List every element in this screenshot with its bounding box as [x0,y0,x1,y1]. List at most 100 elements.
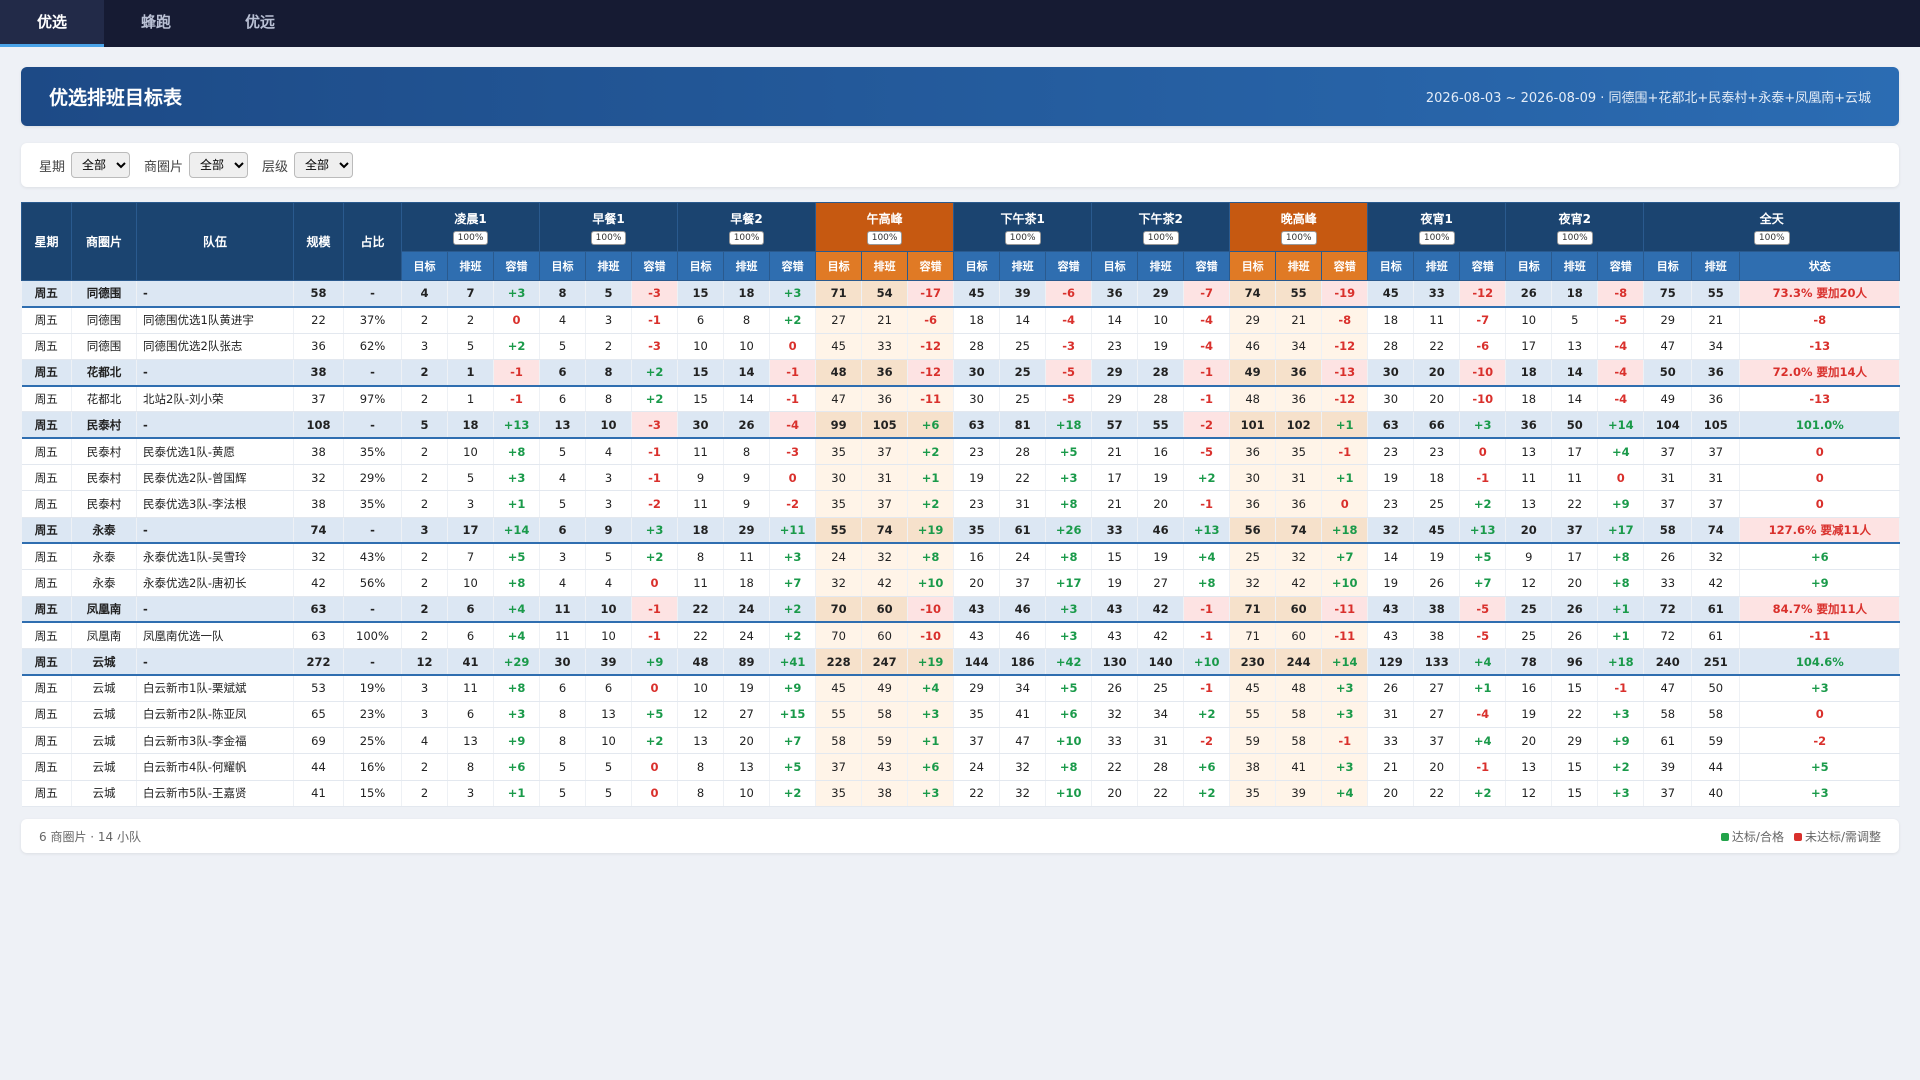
legend-label: 未达标/需调整 [1804,829,1881,844]
cell: 13 [1505,753,1553,781]
cell: 36 [1275,359,1323,387]
cell: 37 [1691,438,1741,466]
cell: +2 [1183,701,1231,729]
cell: 云城 [71,753,137,781]
period-pct[interactable]: 100% [452,230,489,245]
cell: +18 [1597,648,1645,676]
cell: 39 [999,280,1047,308]
cell: +8 [907,543,955,571]
cell: 104.6% [1739,648,1901,676]
cell: 20 [1551,569,1599,597]
sub-header: 容错 [1321,251,1369,281]
cell: 周五 [21,622,72,650]
cell: 云城 [71,701,137,729]
cell: 5 [401,411,448,440]
cell: 55 [1229,701,1277,729]
cell: 6 [447,701,494,729]
filter-select[interactable]: 全部 [294,152,354,178]
cell: 45 [1413,517,1461,545]
cell: 20 [1505,727,1553,755]
cell: +5 [1045,674,1093,702]
cell: 9 [1505,543,1553,571]
filter-select[interactable]: 全部 [189,152,249,178]
cell: 17 [1551,543,1599,571]
period-pct[interactable]: 100% [1753,230,1790,245]
cell: +8 [1597,543,1645,571]
cell: +1 [907,464,955,492]
cell: 0 [1321,490,1369,518]
cell: 30 [539,648,587,676]
tab[interactable]: 优远 [244,13,275,31]
cell: 22 [1413,333,1461,360]
cell: -2 [769,490,817,518]
cell: 63 [293,622,344,650]
period-pct[interactable]: 100% [590,230,627,245]
cell: 2 [401,753,448,781]
cell: 43 [1367,622,1415,650]
cell: 7 [447,280,494,308]
cell: +7 [1321,543,1369,571]
cell: 37 [1691,490,1741,518]
cell: 63 [293,596,344,624]
cell: 105 [1691,411,1741,440]
cell: -1 [1321,438,1369,466]
cell: -1 [1183,596,1231,624]
sub-header: 容错 [769,251,817,281]
cell: 22 [677,596,725,624]
cell: +6 [1045,701,1093,729]
cell: -11 [1321,622,1369,650]
cell: +1 [493,490,541,518]
period-pct[interactable]: 100% [866,230,903,245]
cell: 36 [1229,490,1277,518]
cell: 0 [631,780,679,807]
cell: 50 [1691,674,1741,702]
cell: +4 [907,674,955,702]
cell: 104 [1643,411,1693,440]
cell: 30 [953,359,1001,387]
cell: 白云新市1队-栗斌斌 [136,674,294,702]
cell: 37% [343,306,402,334]
period-pct[interactable]: 100% [1280,230,1317,245]
cell: +2 [769,306,817,334]
filter-select[interactable]: 全部 [71,152,131,178]
cell: 37 [999,569,1047,597]
cell: 37 [861,438,909,466]
cell: 白云新市2队-陈亚凤 [136,701,294,729]
cell: 5 [585,280,633,308]
tab[interactable]: 优选 [0,0,104,47]
period-pct[interactable]: 100% [1418,230,1455,245]
cell: 周五 [21,701,72,729]
cell: 12 [1505,569,1553,597]
team-row: 周五 同德围 同德围优选2队张志 36 62% 3 5 +2 5 2 -3 10 10 0 45 33 -12 2… [21,333,1901,360]
cell: 0 [769,333,817,360]
cell: 35% [343,438,402,466]
period-pct[interactable]: 100% [1142,230,1179,245]
footer: 6 商圈片 · 14 小队 达标/合格 未达标/需调整 [21,819,1899,853]
cell: 24 [815,543,863,571]
team-row: 周五 民泰村 民泰优选1队-黄愿 38 35% 2 10 +8 5 4 -1 11 8 -3 35 37 +2 2… [21,438,1901,466]
cell: 32 [1091,701,1139,729]
cell: 31 [1137,727,1185,755]
cell: 14 [1551,385,1599,413]
period-pct[interactable]: 100% [728,230,765,245]
cell: 15% [343,780,402,807]
cell: -8 [1739,306,1901,334]
cell: 周五 [21,569,72,597]
cell: 17 [447,517,494,545]
cell: 22 [1551,490,1599,518]
cell: +2 [631,543,679,571]
cell: -4 [1183,333,1231,360]
tab[interactable]: 蜂跑 [140,13,171,31]
cell: 11 [723,543,771,571]
cell: 10 [723,780,771,807]
cell: +3 [1045,596,1093,624]
sub-header: 容错 [492,251,541,281]
cell: 63 [1367,411,1415,440]
period-pct[interactable]: 100% [1004,230,1041,245]
cell: 周五 [21,596,72,624]
cell: 周五 [21,359,72,387]
cell: 周五 [21,543,72,571]
cell: 38 [293,490,344,518]
period-pct[interactable]: 100% [1556,230,1593,245]
cell: 102 [1275,411,1323,440]
